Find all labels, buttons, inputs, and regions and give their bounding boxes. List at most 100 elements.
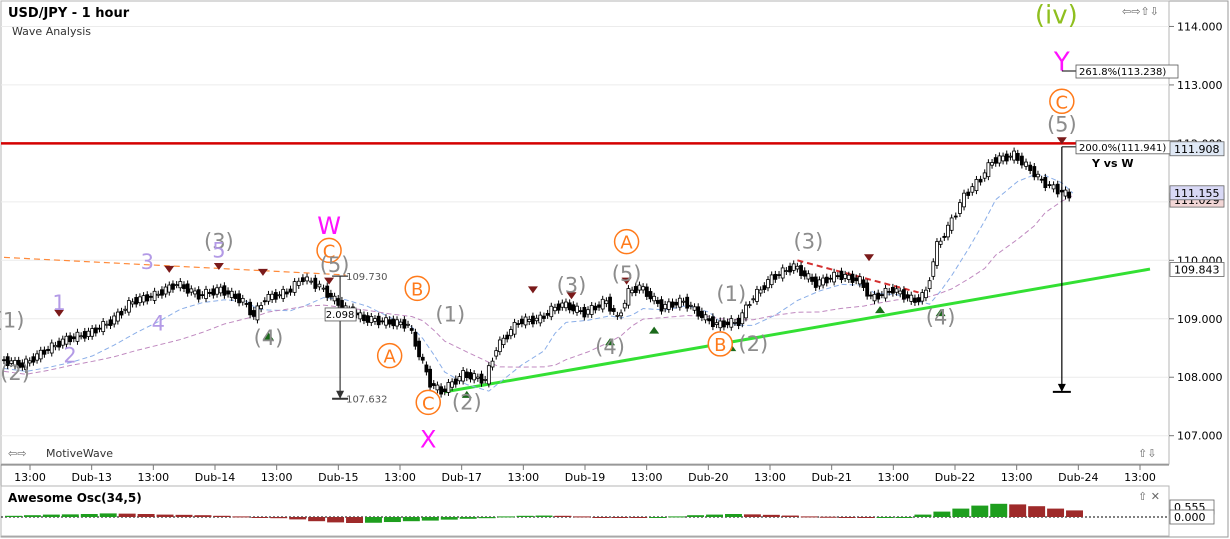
candle-body — [677, 297, 682, 308]
candle-body — [571, 304, 576, 312]
candle-body — [865, 282, 870, 297]
price-levels: 261.8%(113.238) 200.0%(111.941) 109.730 107… — [324, 64, 1225, 406]
wave-label: 2 — [63, 344, 76, 368]
measure-top-label: 109.730 — [346, 272, 387, 283]
high-price-tag: 111.908 — [1174, 143, 1220, 156]
wave-label-circle — [316, 237, 342, 264]
osc-bar — [819, 516, 837, 518]
candle-body — [666, 301, 671, 310]
nav-arrows-icon[interactable]: ⇦⇨ — [8, 447, 26, 460]
candle-body — [924, 289, 928, 299]
wave-label: (3) — [794, 230, 824, 254]
candle-body — [266, 294, 271, 302]
osc-bar — [402, 517, 420, 522]
candle-body — [226, 290, 230, 295]
wave-label: (3) — [557, 273, 587, 297]
candle-body — [1008, 155, 1013, 158]
candle-body — [802, 270, 807, 277]
candle-body — [887, 291, 892, 293]
candle-body — [475, 376, 480, 379]
candle-body — [1001, 155, 1005, 162]
candle-body — [564, 301, 568, 309]
candle-body — [300, 277, 305, 283]
candle-body — [663, 304, 668, 310]
scroll-arrows-icon[interactable]: ⇧⇩ — [1138, 447, 1156, 460]
x-tick-label: 13:00 — [1124, 471, 1156, 484]
candle-body — [292, 281, 297, 293]
candle-body — [534, 317, 539, 322]
x-tick-label: 13:00 — [14, 471, 46, 484]
candle-body — [501, 337, 506, 346]
candle-body — [758, 289, 763, 294]
candle-body — [508, 329, 513, 337]
candle-body — [1043, 176, 1048, 188]
candle-body — [450, 381, 455, 388]
candle-body — [204, 288, 208, 299]
candle-body — [167, 284, 172, 293]
candle-body — [589, 305, 594, 315]
swing-low-marker — [875, 306, 886, 314]
osc-collapse-icon[interactable]: ⇧ ✕ — [1138, 490, 1160, 503]
x-tick-label: Dub-21 — [811, 471, 851, 484]
candle-body — [942, 235, 947, 238]
candle-body — [104, 323, 109, 326]
trend-price-tag: 109.843 — [1174, 263, 1220, 276]
osc-bar — [137, 514, 155, 517]
candle-body — [152, 290, 157, 301]
candle-body — [468, 372, 473, 380]
swing-high-marker — [164, 265, 175, 273]
swing-high-marker — [621, 277, 632, 285]
panel-nav-icon[interactable]: ⇦⇨⇧⇩ — [1122, 5, 1159, 18]
candle-body — [1015, 152, 1020, 161]
current-price-tag: 111.155 — [1174, 187, 1220, 200]
candle-body — [255, 305, 260, 321]
candle-body — [549, 305, 554, 318]
candle-body — [861, 279, 866, 288]
osc-bar — [1066, 510, 1083, 517]
osc-bar — [573, 516, 591, 518]
wave-label: 5 — [212, 238, 225, 262]
candle-body — [909, 294, 914, 302]
candle-body — [262, 300, 267, 303]
candle-body — [284, 291, 289, 295]
candle-body — [494, 350, 499, 357]
candle-body — [71, 336, 76, 340]
candle-body — [1020, 155, 1024, 166]
swing-high-marker — [566, 292, 577, 300]
osc-bar — [535, 515, 553, 517]
candle-body — [317, 283, 322, 288]
candle-body — [64, 335, 69, 345]
candle-body — [527, 318, 532, 322]
wave-label: (5) — [1047, 113, 1077, 137]
candle-body — [707, 318, 712, 322]
candle-body — [229, 290, 234, 298]
candle-body — [431, 383, 436, 386]
candle-body — [857, 276, 862, 285]
trend-price-tag-box — [1169, 262, 1225, 277]
osc-bar — [592, 517, 610, 518]
candle-body — [406, 323, 410, 326]
wave-label-circle — [1049, 88, 1075, 115]
price-series — [2, 147, 1072, 398]
candle-body — [780, 267, 785, 279]
candle-body — [5, 356, 10, 367]
candle-body — [1063, 189, 1068, 197]
candle-body — [953, 215, 958, 218]
candle-body — [193, 290, 197, 295]
wave-label-circle — [613, 228, 640, 255]
osc-zero-tag: 0.000 — [1174, 511, 1206, 524]
candle-body — [703, 314, 708, 321]
candle-body — [402, 319, 407, 329]
candle-body — [373, 318, 377, 322]
osc-bar — [175, 514, 193, 517]
candle-body — [806, 273, 811, 280]
swing-low-marker — [649, 326, 660, 334]
candle-body — [567, 302, 572, 311]
candle-body — [970, 186, 975, 193]
osc-bar — [687, 515, 705, 517]
osc-bar — [649, 517, 667, 518]
candle-body — [365, 315, 370, 323]
candle-body — [740, 312, 745, 325]
candle-body — [453, 378, 458, 385]
